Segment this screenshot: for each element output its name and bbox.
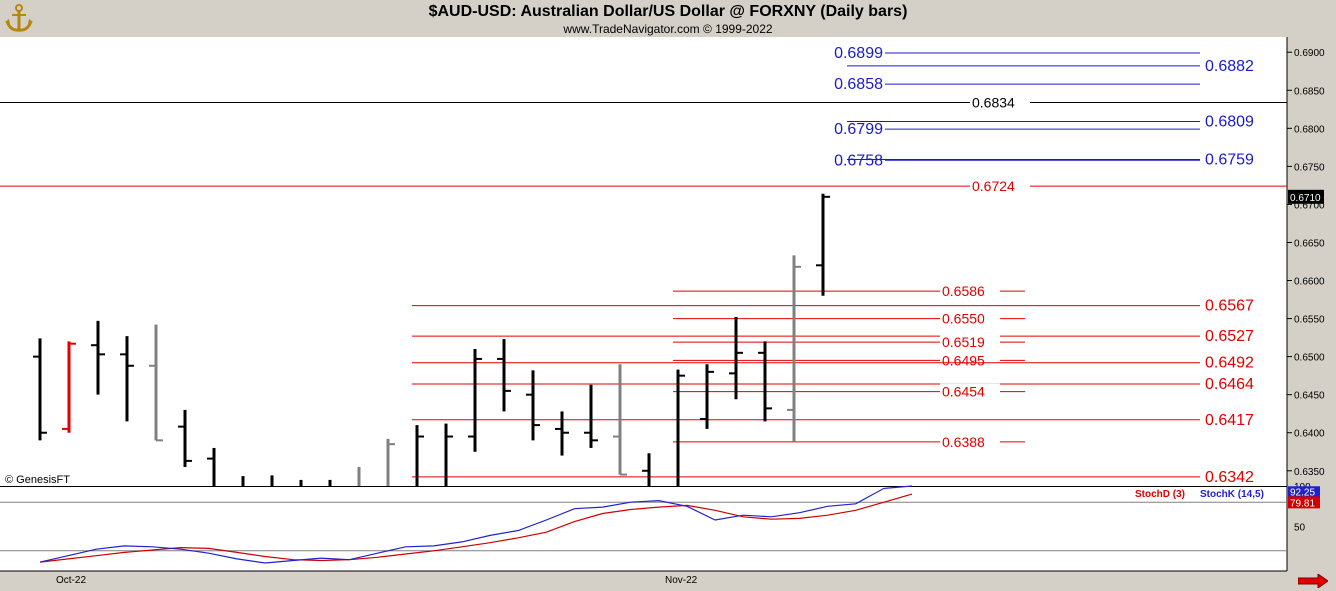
level-label: 0.6342 [1205,469,1254,486]
y-tick-label: 0.6650 [1294,238,1325,249]
stochd-line [39,493,913,563]
level-label: 0.6567 [1205,298,1254,315]
stochd-last-label: 79.81 [1290,498,1315,509]
price-axis-bg [1287,37,1336,571]
level-lines: 0.6899 0.6882 0.6858 0.6834 0.6809 0.6799 0.67… [0,45,1287,486]
y-tick-label: 0.6350 [1294,467,1325,478]
y-tick-label: 0.6800 [1294,124,1325,135]
stochk-line [39,485,913,564]
level-label: 0.6759 [1205,152,1254,169]
level-label: 0.6858 [834,76,883,93]
last-price-label: 0.6710 [1290,193,1321,204]
price-axis: 0.6900 0.6850 0.6800 0.6750 0.6700 0.6650 0.66… [1287,48,1325,478]
level-label: 0.6834 [972,94,1015,110]
stochk-legend: StochK (14,5) [1200,489,1264,500]
level-label: 0.6495 [942,352,985,368]
y-tick-label: 0.6700 [1294,200,1325,211]
stochd-legend: StochD (3) [1135,489,1185,500]
level-label: 0.6527 [1205,328,1254,345]
level-label-bg [970,178,1030,195]
y-tick-label: 0.6400 [1294,429,1325,440]
level-label: 0.6464 [1205,376,1254,393]
chart-subtitle: www.TradeNavigator.com © 1999-2022 [563,22,773,36]
stochk-last-label: 92.25 [1290,487,1315,498]
y-tick-label: 0.6450 [1294,391,1325,402]
level-label: 0.6899 [834,45,883,62]
stochd-last-badge [1288,496,1320,509]
y-tick-label: 0.6550 [1294,315,1325,326]
level-label: 0.6417 [1205,412,1254,429]
scroll-right-arrow-icon[interactable] [1298,574,1328,588]
chart-header: $AUD-USD: Australian Dollar/US Dollar @ … [0,0,1336,37]
level-label: 0.6550 [942,311,985,327]
level-label: 0.6758 [834,152,883,169]
level-label-bg [940,283,1000,300]
x-tick-nov-22: Nov-22 [665,575,698,586]
level-label: 0.6799 [834,121,883,138]
level-label: 0.6809 [1205,113,1254,130]
chart-title: $AUD-USD: Australian Dollar/US Dollar @ … [428,3,908,20]
y-tick-label: 0.6750 [1294,162,1325,173]
price-bars [33,193,830,486]
level-label: 0.6724 [972,178,1015,194]
level-label: 0.6388 [942,434,985,450]
stochk-last-badge [1288,486,1320,498]
y-tick-label: 0.6600 [1294,277,1325,288]
y-tick-label: 0.6850 [1294,86,1325,97]
copyright-label: © GenesisFT [5,474,70,486]
last-price-badge [1288,189,1324,204]
y-tick-label: 0.6500 [1294,353,1325,364]
x-tick-oct-22: Oct-22 [56,575,87,586]
level-label: 0.6492 [1205,355,1254,372]
stoch-panel-bg [0,487,1287,571]
level-label-bg [970,94,1030,111]
level-label: 0.6882 [1205,58,1254,75]
level-label-bg [940,433,1000,450]
y-tick-label: 0.6900 [1294,48,1325,59]
level-label-bg [940,352,1000,369]
price-panel-bg [0,37,1287,486]
stoch-y-tick: 50 [1294,523,1306,534]
anchor-logo-icon [5,4,33,32]
level-label-bg [940,310,1000,327]
level-label-bg [940,334,1000,351]
level-label: 0.6586 [942,283,985,299]
level-label-bg [940,383,1000,400]
level-label: 0.6454 [942,384,985,400]
level-label: 0.6519 [942,334,985,350]
